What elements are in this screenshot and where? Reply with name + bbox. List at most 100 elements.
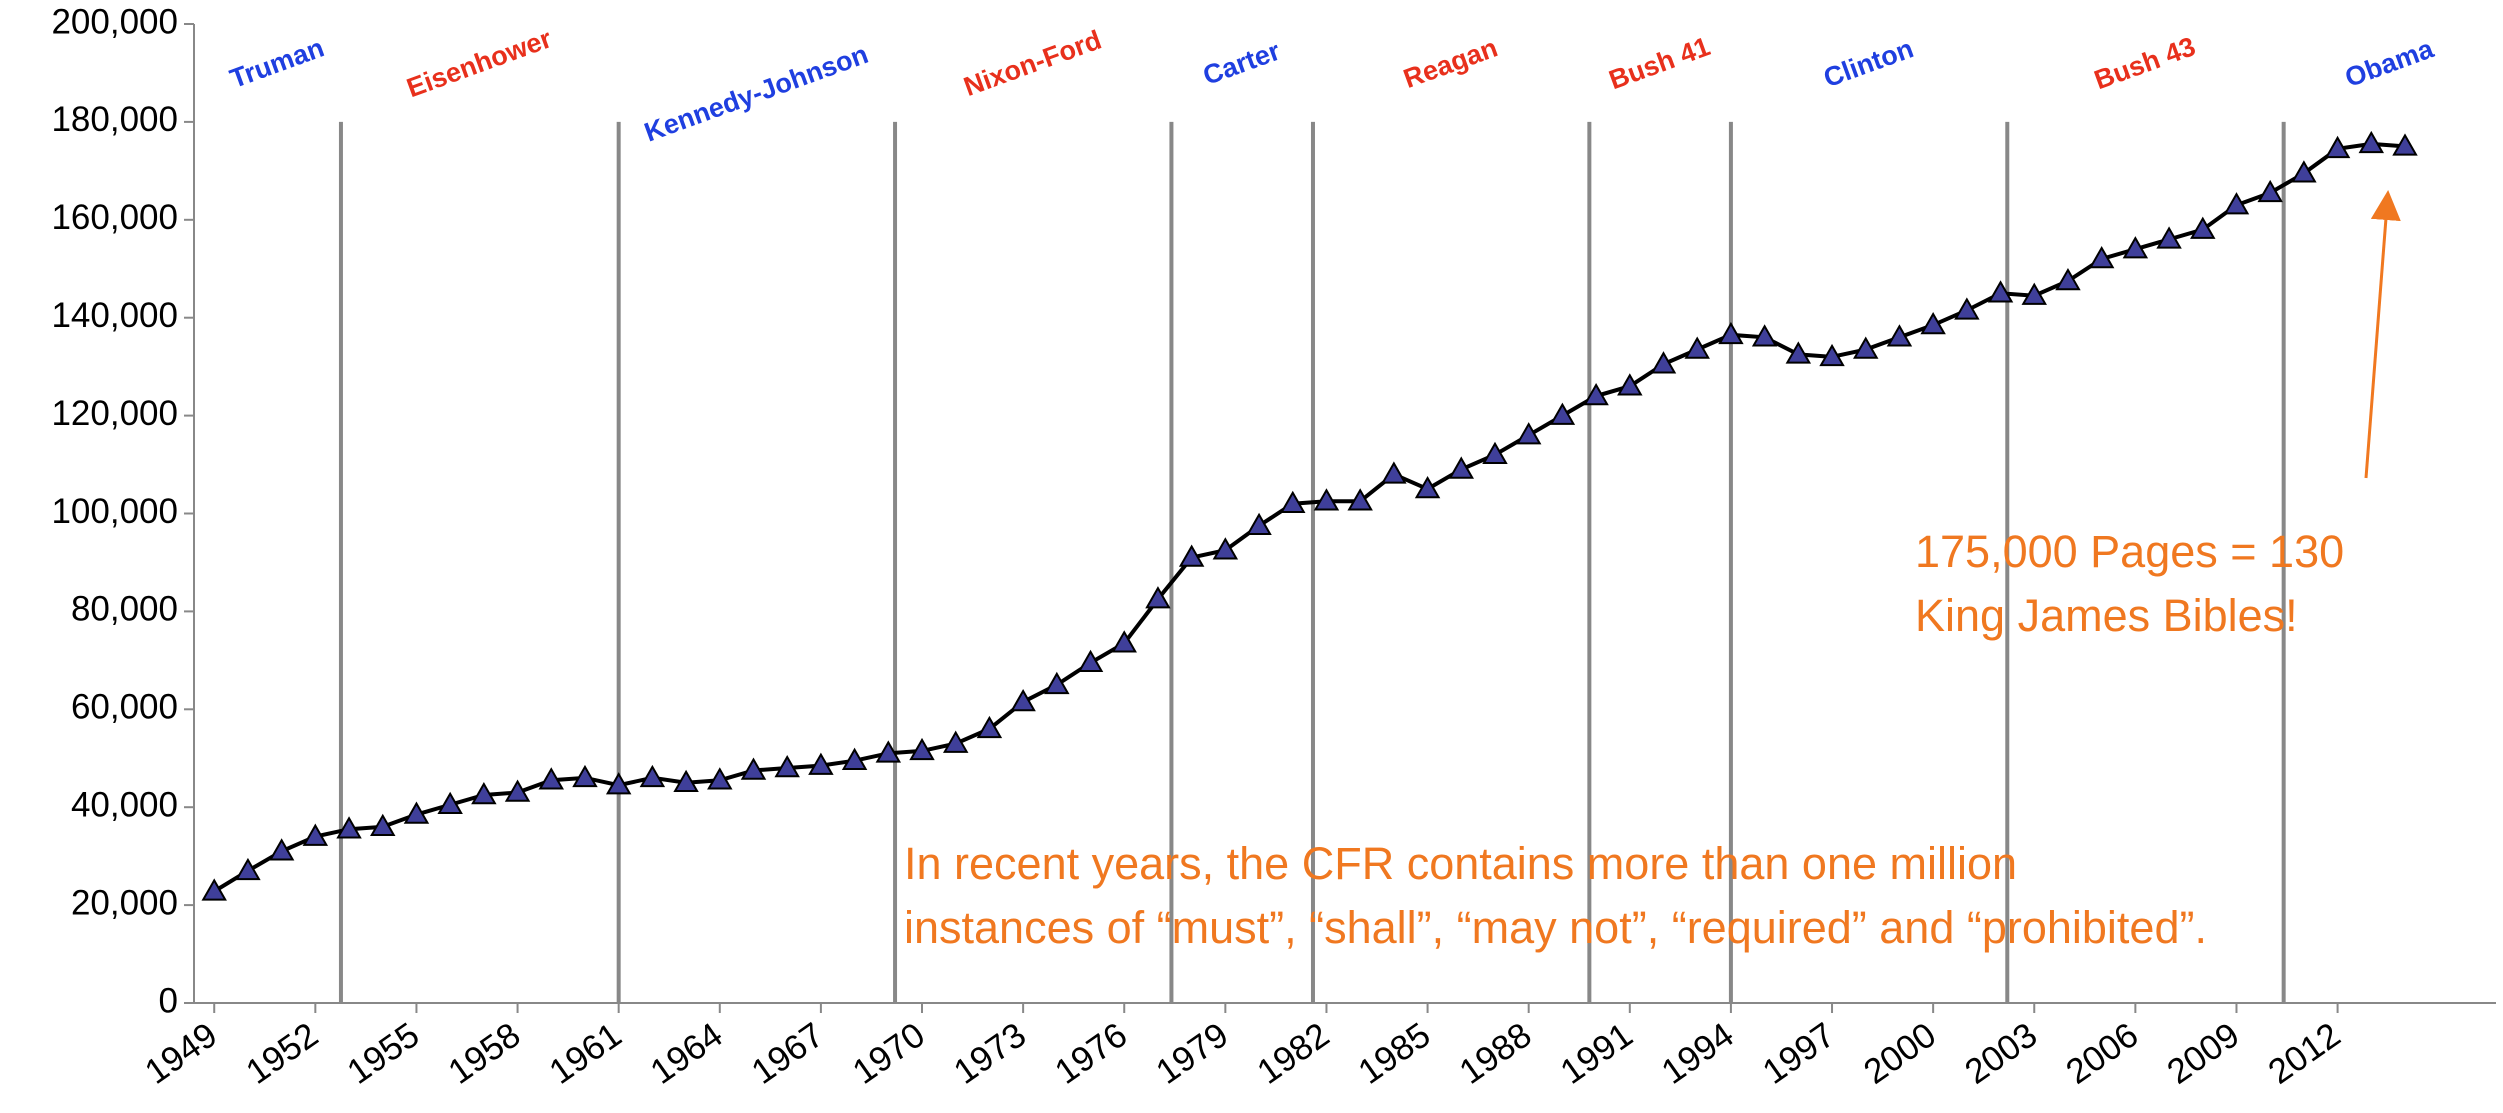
data-point [2190,216,2216,239]
data-point [2358,130,2385,154]
data-point [1145,586,1171,609]
x-tick-label: 2012 [2261,1015,2347,1092]
data-point [1246,512,1272,535]
data-point [1448,456,1475,479]
annotation: In recent years, the CFR contains more t… [904,838,2017,889]
x-tick-label: 1958 [441,1015,527,1092]
data-point [673,769,699,792]
y-tick-label: 20,000 [71,883,178,922]
x-tick-label: 1970 [846,1015,932,1092]
x-tick-label: 1949 [138,1015,224,1092]
data-point [1954,297,1980,320]
x-tick-label: 1952 [239,1015,325,1092]
data-point [1347,488,1373,511]
y-tick-label: 0 [159,981,178,1020]
x-tick-label: 1961 [542,1015,628,1092]
data-point [1684,336,1710,359]
era-label: Bush 43 [2090,31,2199,95]
data-point [2324,135,2351,159]
data-point [2088,245,2115,269]
data-point [1482,441,1508,465]
data-point [1111,630,1137,653]
data-point [1785,341,1812,364]
data-point [1617,373,1643,396]
data-point [572,764,598,788]
data-point [1583,383,1609,406]
data-point [1853,336,1879,359]
x-tick-label: 1955 [340,1015,426,1092]
era-label: Kennedy-Johnson [640,39,872,148]
era-label: Obama [2341,33,2438,93]
data-point [2392,133,2418,156]
x-tick-label: 1973 [947,1015,1033,1092]
data-point [909,737,935,761]
y-tick-label: 40,000 [71,785,178,824]
data-point [471,781,497,805]
x-tick-label: 1976 [1048,1015,1134,1092]
data-point [1515,422,1542,445]
data-point [1549,402,1576,425]
x-tick-label: 2009 [2160,1015,2246,1092]
y-tick-label: 80,000 [71,590,178,629]
data-point [302,823,329,846]
x-tick-label: 1964 [644,1015,730,1092]
data-point [1819,343,1845,367]
data-point [740,757,767,780]
x-tick-label: 2006 [2059,1015,2145,1092]
y-tick-label: 180,000 [51,100,178,139]
era-label: Eisenhower [403,23,556,103]
data-point [1044,671,1070,695]
data-point [1280,490,1306,513]
data-point [1718,321,1744,345]
x-tick-label: 1967 [745,1015,831,1092]
data-point [2223,192,2250,215]
era-label: Truman [226,32,328,94]
era-label: Carter [1199,35,1284,91]
data-point [1987,280,2014,303]
x-tick-label: 1979 [1149,1015,1235,1092]
data-point [639,764,666,788]
data-point [1650,351,1677,374]
data-point [1313,488,1340,511]
data-point [403,801,430,824]
x-tick-label: 1994 [1655,1015,1741,1092]
data-point [504,779,531,802]
data-point [1751,324,1778,347]
data-point [1886,324,1913,347]
y-tick-label: 160,000 [51,198,178,237]
data-point [1010,688,1036,712]
era-label: Clinton [1820,33,1918,93]
data-point [2021,282,2047,305]
data-point [942,730,969,753]
annotation: King James Bibles! [1915,590,2298,641]
x-tick-label: 2000 [1857,1015,1943,1092]
y-tick-label: 100,000 [51,492,178,531]
data-point [1178,544,1205,567]
data-point [2055,267,2081,291]
annotation: 175,000 Pages = 130 [1915,526,2344,577]
data-point [605,772,632,795]
data-point [1212,537,1239,560]
data-point [235,857,261,881]
data-point [875,740,902,763]
x-tick-label: 1985 [1351,1015,1437,1092]
data-point [201,878,227,901]
y-tick-label: 140,000 [51,296,178,335]
x-tick-label: 1997 [1756,1015,1842,1092]
data-point [1920,312,1946,335]
data-point [538,767,564,790]
data-point [707,767,733,790]
x-tick-label: 1988 [1452,1015,1538,1092]
data-point [1381,461,1407,484]
data-point [1077,649,1104,673]
y-tick-label: 200,000 [51,2,178,41]
annotation: instances of “must”, “shall”, “may not”,… [904,902,2207,953]
x-tick-label: 1991 [1554,1015,1640,1092]
data-point [2122,236,2149,259]
era-label: Nixon-Ford [960,25,1106,102]
y-tick-label: 120,000 [51,394,178,433]
era-label: Reagan [1400,32,1502,94]
data-point [841,747,868,770]
data-point [2156,226,2182,249]
data-point [2257,179,2283,203]
